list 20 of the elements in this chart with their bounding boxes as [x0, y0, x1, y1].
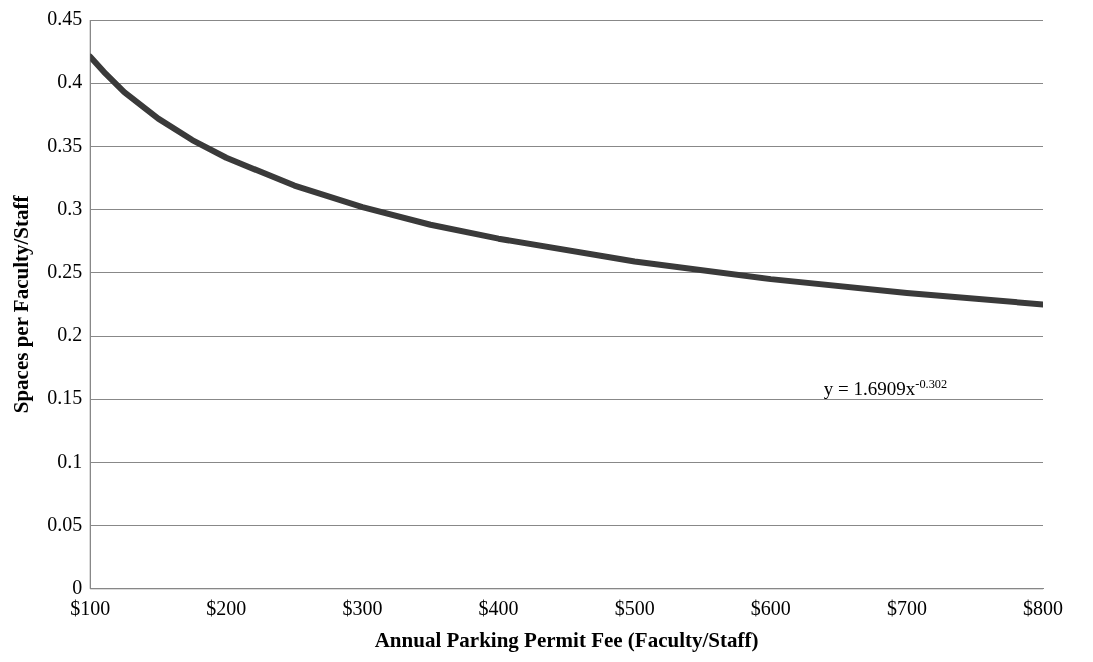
- x-tick-label: $500: [614, 597, 655, 620]
- y-tick-label: 0.45: [47, 7, 83, 30]
- y-tick-label: 0: [72, 576, 83, 599]
- x-tick-label: $400: [478, 597, 519, 620]
- y-tick-label: 0.05: [47, 512, 83, 535]
- x-tick-label: $700: [886, 597, 927, 620]
- x-tick-label: $300: [342, 597, 383, 620]
- x-axis-title: Annual Parking Permit Fee (Faculty/Staff): [374, 627, 759, 652]
- y-tick-label: 0.25: [47, 260, 83, 283]
- y-tick-label: 0.3: [57, 196, 83, 219]
- x-tick-label: $100: [70, 597, 111, 620]
- y-tick-label: 0.4: [57, 70, 83, 93]
- y-tick-label: 0.1: [57, 449, 83, 472]
- y-tick-label: 0.35: [47, 133, 83, 156]
- x-tick-label: $800: [1023, 597, 1063, 620]
- y-tick-label: 0.15: [47, 386, 83, 409]
- y-axis-title: Spaces per Faculty/Staff: [9, 194, 34, 414]
- y-tick-label: 0.2: [57, 323, 83, 346]
- x-tick-label: $600: [750, 597, 791, 620]
- x-tick-label: $200: [206, 597, 247, 620]
